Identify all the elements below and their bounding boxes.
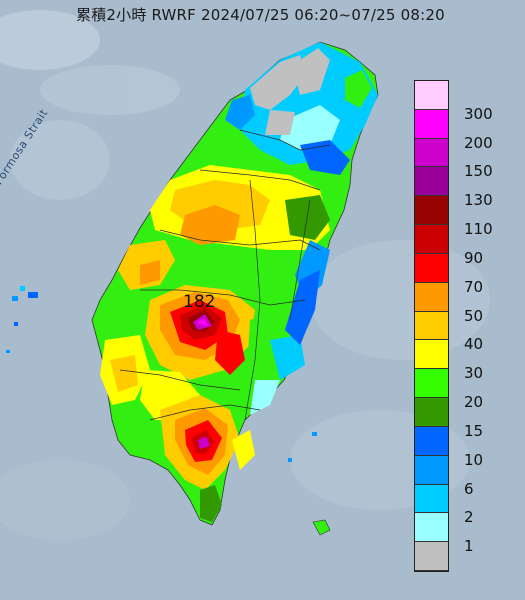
legend-label: 15 <box>464 421 484 440</box>
legend-swatch <box>415 484 448 514</box>
legend-label: 20 <box>464 393 484 412</box>
legend-swatch <box>415 225 448 254</box>
legend-swatch <box>415 369 448 399</box>
legend-label: 50 <box>464 306 484 325</box>
map-title: 累積2小時 RWRF 2024/07/25 06:20~07/25 08:20 <box>76 6 445 24</box>
legend-label: 2 <box>464 508 474 527</box>
small-islands <box>6 286 331 536</box>
legend-swatch <box>415 455 448 485</box>
color-legend <box>414 80 449 572</box>
legend-swatch <box>415 138 448 168</box>
legend-label: 6 <box>464 479 474 498</box>
legend-label: 300 <box>464 104 493 123</box>
max-rainfall-label: 182 <box>183 292 216 312</box>
legend-label: 200 <box>464 133 493 152</box>
legend-swatch <box>415 109 448 139</box>
legend-swatch <box>415 167 448 197</box>
legend-label: 90 <box>464 248 484 267</box>
legend-label: 10 <box>464 450 484 469</box>
legend-label: 130 <box>464 191 493 210</box>
legend-swatch <box>415 513 448 543</box>
legend-label: 1 <box>464 537 474 556</box>
legend-label: 150 <box>464 162 493 181</box>
legend-label: 110 <box>464 220 493 239</box>
legend-swatch <box>415 311 448 341</box>
legend-swatch <box>415 253 448 283</box>
legend-swatch <box>415 81 448 110</box>
legend-swatch <box>415 542 448 571</box>
legend-label: 30 <box>464 364 484 383</box>
legend-swatch <box>415 426 448 456</box>
legend-labels: 300 200 150 130 110 90 70 50 40 30 20 15 10 6 2 1 <box>452 80 512 570</box>
county-boundaries <box>119 129 331 421</box>
legend-label: 40 <box>464 335 484 354</box>
rain-cells <box>100 42 378 522</box>
legend-swatch <box>415 398 448 427</box>
legend-swatch <box>415 282 448 312</box>
legend-label: 70 <box>464 277 484 296</box>
legend-swatch <box>415 340 448 370</box>
legend-swatch <box>415 196 448 226</box>
